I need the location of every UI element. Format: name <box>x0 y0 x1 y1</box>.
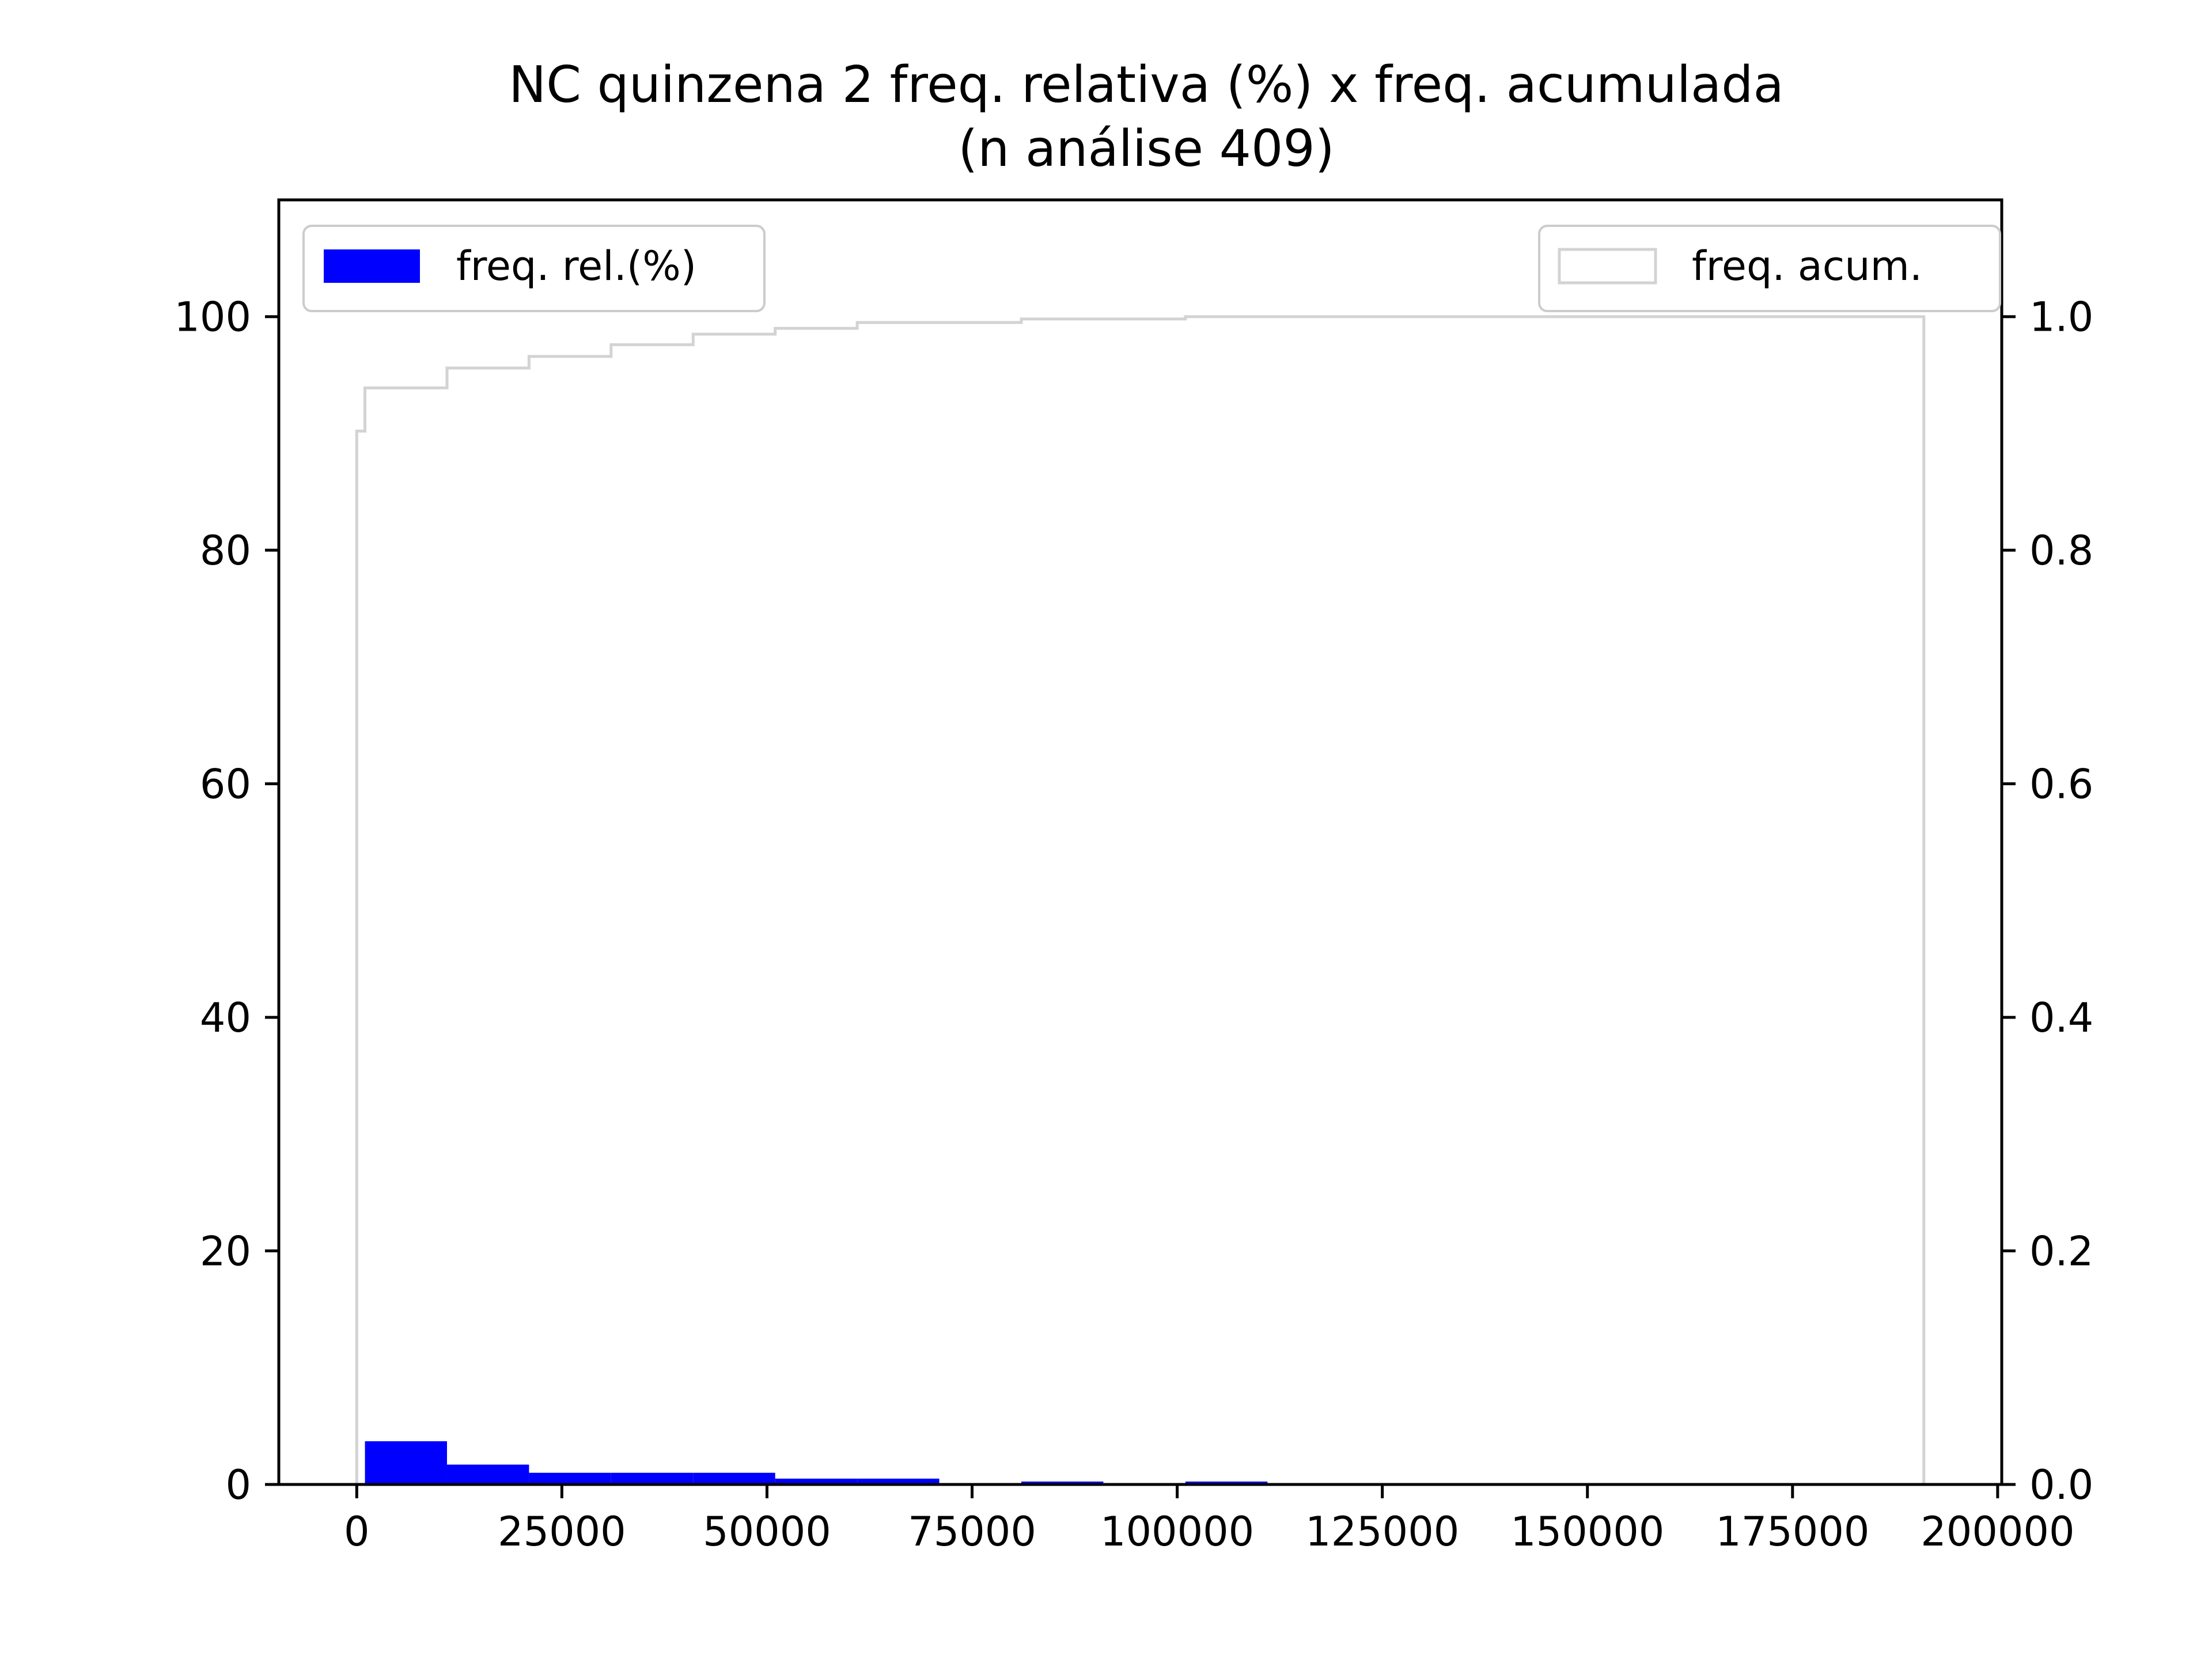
bar-1 <box>446 1464 529 1484</box>
y-left-tick-label: 60 <box>200 761 251 808</box>
bar-0 <box>365 1441 447 1484</box>
legend-freq-acum-label: freq. acum. <box>1692 243 1922 290</box>
y-left-tick-label: 100 <box>174 294 251 341</box>
y-left-tick-label: 80 <box>200 527 251 574</box>
bar-7 <box>1021 1481 1104 1484</box>
y-right-tick-label: 0.2 <box>2029 1228 2093 1275</box>
y-right-tick-label: 0.0 <box>2029 1461 2093 1509</box>
x-tick-label: 175000 <box>1715 1508 1869 1555</box>
chart-subtitle: (n análise 409) <box>958 119 1334 178</box>
x-tick-label: 75000 <box>908 1508 1036 1555</box>
legend-freq-rel-swatch <box>324 249 420 283</box>
x-tick-label: 150000 <box>1510 1508 1664 1555</box>
bar-3 <box>611 1472 694 1484</box>
x-tick-label: 200000 <box>1921 1508 2074 1555</box>
bar-6 <box>857 1478 940 1484</box>
y-left-tick-label: 40 <box>200 994 251 1041</box>
chart-title: NC quinzena 2 freq. relativa (%) x freq.… <box>509 55 1784 114</box>
x-tick-label: 0 <box>344 1508 370 1555</box>
y-right-tick-label: 0.4 <box>2029 994 2093 1041</box>
legend-freq-acum-swatch <box>1558 248 1657 285</box>
plot-frame <box>277 198 2003 1486</box>
legend-freq-acum-box <box>1538 225 2001 312</box>
cumulative-line <box>355 315 1926 1484</box>
y-left-tick-label: 20 <box>200 1228 251 1275</box>
y-left-tick-label: 0 <box>225 1461 251 1509</box>
legend-freq-rel-box <box>302 225 766 312</box>
y-right-tick-label: 1.0 <box>2029 294 2093 341</box>
legend-freq-rel-label: freq. rel.(%) <box>456 243 696 290</box>
bar-4 <box>693 1472 775 1484</box>
bar-5 <box>775 1478 858 1484</box>
cumulative-line-group <box>355 315 1926 1484</box>
bar-8 <box>1185 1481 1268 1484</box>
legend-freq-rel: freq. rel.(%) <box>302 225 766 312</box>
y-right-tick-label: 0.8 <box>2029 527 2093 574</box>
y-axis-left: 0 20 40 60 80 100 <box>174 294 279 1509</box>
y-right-tick-label: 0.6 <box>2029 761 2093 808</box>
legend-freq-acum: freq. acum. <box>1538 225 2001 312</box>
x-tick-label: 125000 <box>1305 1508 1459 1555</box>
x-tick-label: 100000 <box>1100 1508 1254 1555</box>
histogram-bars <box>365 1441 1268 1484</box>
bar-2 <box>529 1472 611 1484</box>
y-axis-right: 0.0 0.2 0.4 0.6 0.8 1.0 <box>2002 294 2093 1509</box>
x-axis: 0 25000 50000 75000 100000 125000 150000 175000… <box>344 1484 2074 1555</box>
x-tick-label: 50000 <box>703 1508 831 1555</box>
x-tick-label: 25000 <box>498 1508 626 1555</box>
